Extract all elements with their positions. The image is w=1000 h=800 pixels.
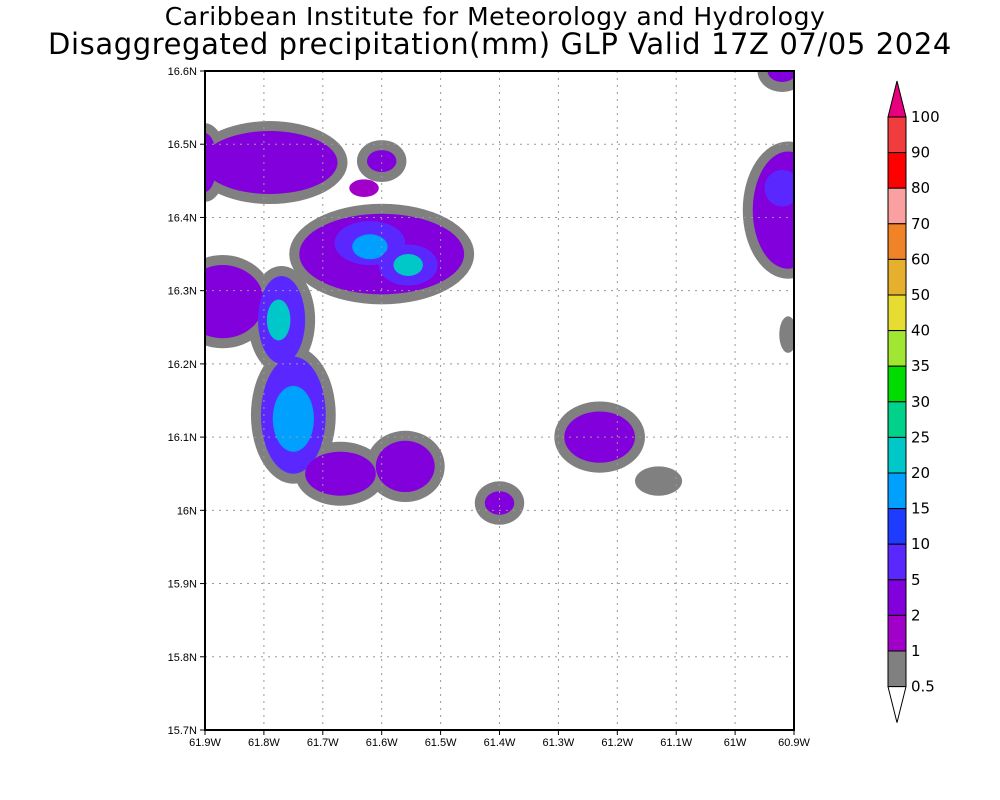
legend-swatch	[887, 152, 907, 189]
precip-cell	[484, 491, 515, 515]
y-tick-label: 16.6N	[168, 66, 197, 78]
precip-cell	[205, 133, 217, 192]
legend-swatch	[887, 223, 907, 260]
legend-level-label: 15	[911, 500, 930, 518]
precipitation-field	[205, 71, 794, 525]
legend-level-label: 40	[911, 322, 930, 340]
legend-level-label: 35	[911, 357, 930, 375]
precip-cell	[205, 265, 264, 339]
y-tick-label: 16.1N	[168, 432, 197, 444]
x-tick-label: 60.9W	[778, 737, 810, 749]
legend-level-label: 0.5	[911, 678, 935, 696]
legend-level-label: 5	[911, 571, 921, 589]
map-grid	[205, 71, 794, 730]
precip-cell	[634, 466, 683, 496]
precip-cell	[375, 440, 435, 493]
legend-swatch	[887, 436, 907, 474]
precip-cell	[272, 385, 314, 452]
map-subtitle: Disaggregated precipitation(mm) GLP Vali…	[48, 27, 952, 61]
legend-level-label: 100	[911, 108, 940, 126]
legend-level-label: 30	[911, 393, 930, 411]
legend-swatch	[887, 650, 907, 688]
legend-swatch	[887, 365, 907, 403]
y-tick-label: 15.9N	[168, 579, 197, 591]
precip-cell	[205, 131, 338, 195]
precip-cell	[393, 254, 423, 277]
legend-swatch	[887, 116, 907, 154]
legend-level-label: 80	[911, 179, 930, 197]
x-tick-label: 61.9W	[189, 737, 221, 749]
x-tick-label: 61.1W	[660, 737, 692, 749]
precip-cell	[564, 411, 635, 463]
y-tick-label: 16.3N	[168, 286, 197, 298]
legend-underflow-arrow	[887, 686, 907, 723]
x-tick-label: 61.3W	[543, 737, 575, 749]
legend-swatch	[887, 543, 907, 581]
legend-swatch	[887, 330, 907, 367]
precip-cell	[764, 169, 794, 207]
precip-cell	[305, 451, 376, 496]
map-axes: 61.9W 61.8W 61.7W 61.6W 61.5W 61.4W 61.3W 61.2W…	[168, 66, 811, 749]
x-tick-label: 61.6W	[366, 737, 398, 749]
legend-level-label: 60	[911, 250, 930, 268]
x-tick-label: 61.2W	[601, 737, 633, 749]
x-tick-label: 61W	[724, 737, 747, 749]
legend-swatch	[887, 294, 907, 332]
y-tick-label: 15.8N	[168, 652, 197, 664]
legend-level-label: 25	[911, 428, 930, 446]
y-tick-label: 16N	[177, 505, 197, 517]
precip-cell	[767, 71, 794, 82]
legend-level-label: 10	[911, 535, 930, 553]
precip-cell	[352, 234, 388, 260]
precip-cell	[349, 179, 379, 197]
legend-level-label: 70	[911, 215, 930, 233]
x-tick-label: 61.5W	[425, 737, 457, 749]
precip-cell	[752, 151, 794, 269]
y-tick-label: 16.5N	[168, 139, 197, 151]
precip-cell	[266, 299, 291, 341]
legend-swatch	[887, 258, 907, 296]
legend-level-label: 1	[911, 642, 921, 660]
y-tick-label: 16.4N	[168, 212, 197, 224]
legend-level-label: 50	[911, 286, 930, 304]
legend-swatch	[887, 401, 907, 438]
precip-cell	[366, 150, 397, 173]
legend-level-label: 2	[911, 606, 921, 624]
legend-swatch	[887, 187, 907, 225]
x-tick-label: 61.8W	[248, 737, 280, 749]
precip-cell	[779, 316, 794, 353]
y-tick-label: 15.7N	[168, 725, 197, 737]
legend-level-label: 20	[911, 464, 930, 482]
legend-swatch	[887, 614, 907, 652]
legend-overflow-arrow	[887, 80, 907, 118]
legend-swatch	[887, 579, 907, 616]
map-title: Caribbean Institute for Meteorology and …	[164, 2, 826, 31]
x-tick-label: 61.4W	[484, 737, 516, 749]
legend-swatch	[887, 472, 907, 510]
x-tick-label: 61.7W	[307, 737, 339, 749]
legend-swatch	[887, 508, 907, 545]
legend-level-label: 90	[911, 144, 930, 162]
y-tick-label: 16.2N	[168, 359, 197, 371]
